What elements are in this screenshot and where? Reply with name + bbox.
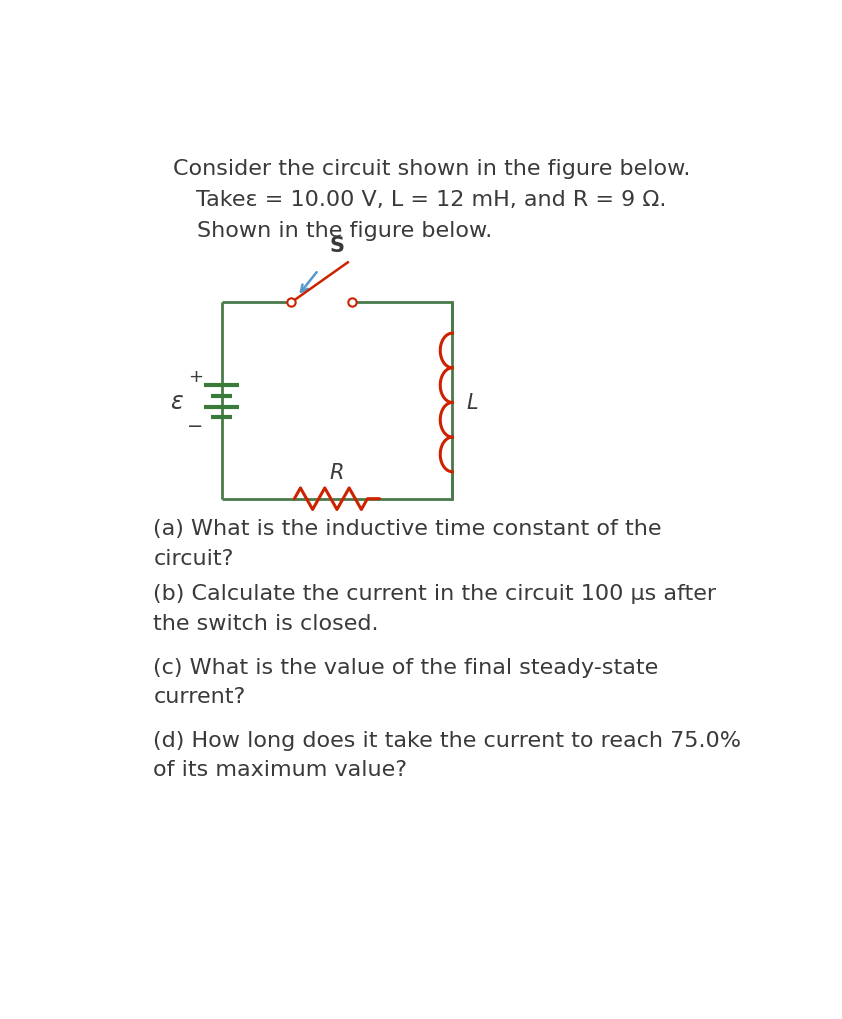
Text: R: R — [330, 463, 344, 482]
Text: ε: ε — [170, 389, 183, 413]
Text: (a) What is the inductive time constant of the
circuit?: (a) What is the inductive time constant … — [153, 519, 662, 568]
Text: Consider the circuit shown in the figure below.: Consider the circuit shown in the figure… — [173, 159, 690, 179]
Text: Takeε = 10.00 V, L = 12 mH, and R = 9 Ω.: Takeε = 10.00 V, L = 12 mH, and R = 9 Ω. — [196, 190, 667, 210]
Text: S: S — [329, 235, 344, 256]
Text: +: + — [188, 368, 203, 385]
Text: (b) Calculate the current in the circuit 100 μs after
the switch is closed.: (b) Calculate the current in the circuit… — [153, 584, 717, 634]
Text: −: − — [187, 416, 203, 435]
Text: (d) How long does it take the current to reach 75.0%
of its maximum value?: (d) How long does it take the current to… — [153, 730, 741, 780]
Text: (c) What is the value of the final steady-state
current?: (c) What is the value of the final stead… — [153, 657, 658, 706]
Text: L: L — [466, 393, 478, 413]
Text: Shown in the figure below.: Shown in the figure below. — [197, 221, 492, 240]
